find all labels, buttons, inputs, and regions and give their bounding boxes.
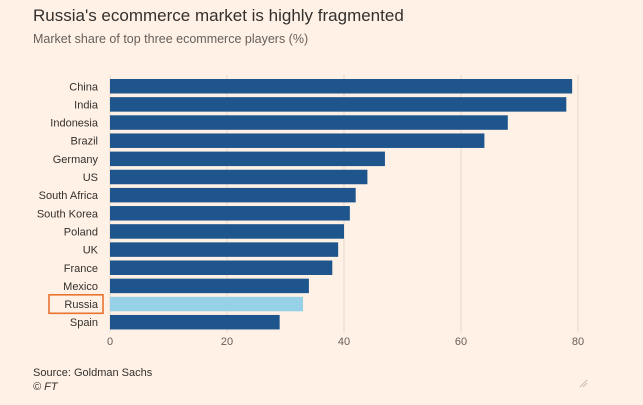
category-label: Poland bbox=[64, 226, 98, 238]
chart-subtitle: Market share of top three ecommerce play… bbox=[33, 32, 308, 46]
category-label: Indonesia bbox=[50, 118, 99, 130]
source-note: Source: Goldman Sachs bbox=[33, 367, 153, 379]
bar-south-africa bbox=[110, 187, 356, 203]
bar-us bbox=[110, 169, 368, 185]
category-label: US bbox=[83, 172, 98, 184]
x-tick-label: 80 bbox=[572, 336, 584, 348]
bars bbox=[110, 79, 573, 330]
x-tick-label: 20 bbox=[221, 336, 233, 348]
bar-france bbox=[110, 260, 333, 275]
category-label: South Korea bbox=[37, 208, 99, 220]
resize-handle-icon bbox=[579, 379, 588, 388]
category-label: UK bbox=[83, 245, 99, 257]
ft-copyright: © FT bbox=[33, 381, 59, 393]
bar-brazil bbox=[110, 133, 485, 148]
category-label: France bbox=[64, 263, 98, 275]
category-labels: China India Indonesia Brazil Germany US South … bbox=[37, 81, 104, 329]
x-tick-label: 40 bbox=[338, 336, 350, 348]
bar-china bbox=[110, 79, 573, 94]
bar-india bbox=[110, 97, 567, 112]
category-label: Mexico bbox=[63, 281, 98, 293]
bar-south-korea bbox=[110, 206, 350, 221]
category-label: Russia bbox=[64, 299, 99, 311]
bar-russia bbox=[110, 296, 304, 312]
bar-germany bbox=[110, 151, 385, 167]
bar-mexico bbox=[110, 278, 309, 294]
category-label: South Africa bbox=[39, 190, 99, 202]
chart-title: Russia's ecommerce market is highly frag… bbox=[33, 6, 404, 25]
category-label: Spain bbox=[70, 317, 98, 329]
bar-indonesia bbox=[110, 115, 508, 130]
category-label: Germany bbox=[53, 154, 99, 166]
x-axis: 0 20 40 60 80 bbox=[107, 336, 584, 348]
bar-spain bbox=[110, 314, 280, 330]
bar-uk bbox=[110, 242, 339, 257]
highlight-box bbox=[48, 293, 104, 315]
gridlines bbox=[109, 75, 579, 333]
category-label: India bbox=[74, 99, 99, 111]
x-tick-label: 0 bbox=[107, 336, 113, 348]
category-label: China bbox=[69, 81, 99, 93]
bar-poland bbox=[110, 224, 344, 239]
category-label: Brazil bbox=[70, 136, 98, 148]
x-tick-label: 60 bbox=[455, 336, 467, 348]
